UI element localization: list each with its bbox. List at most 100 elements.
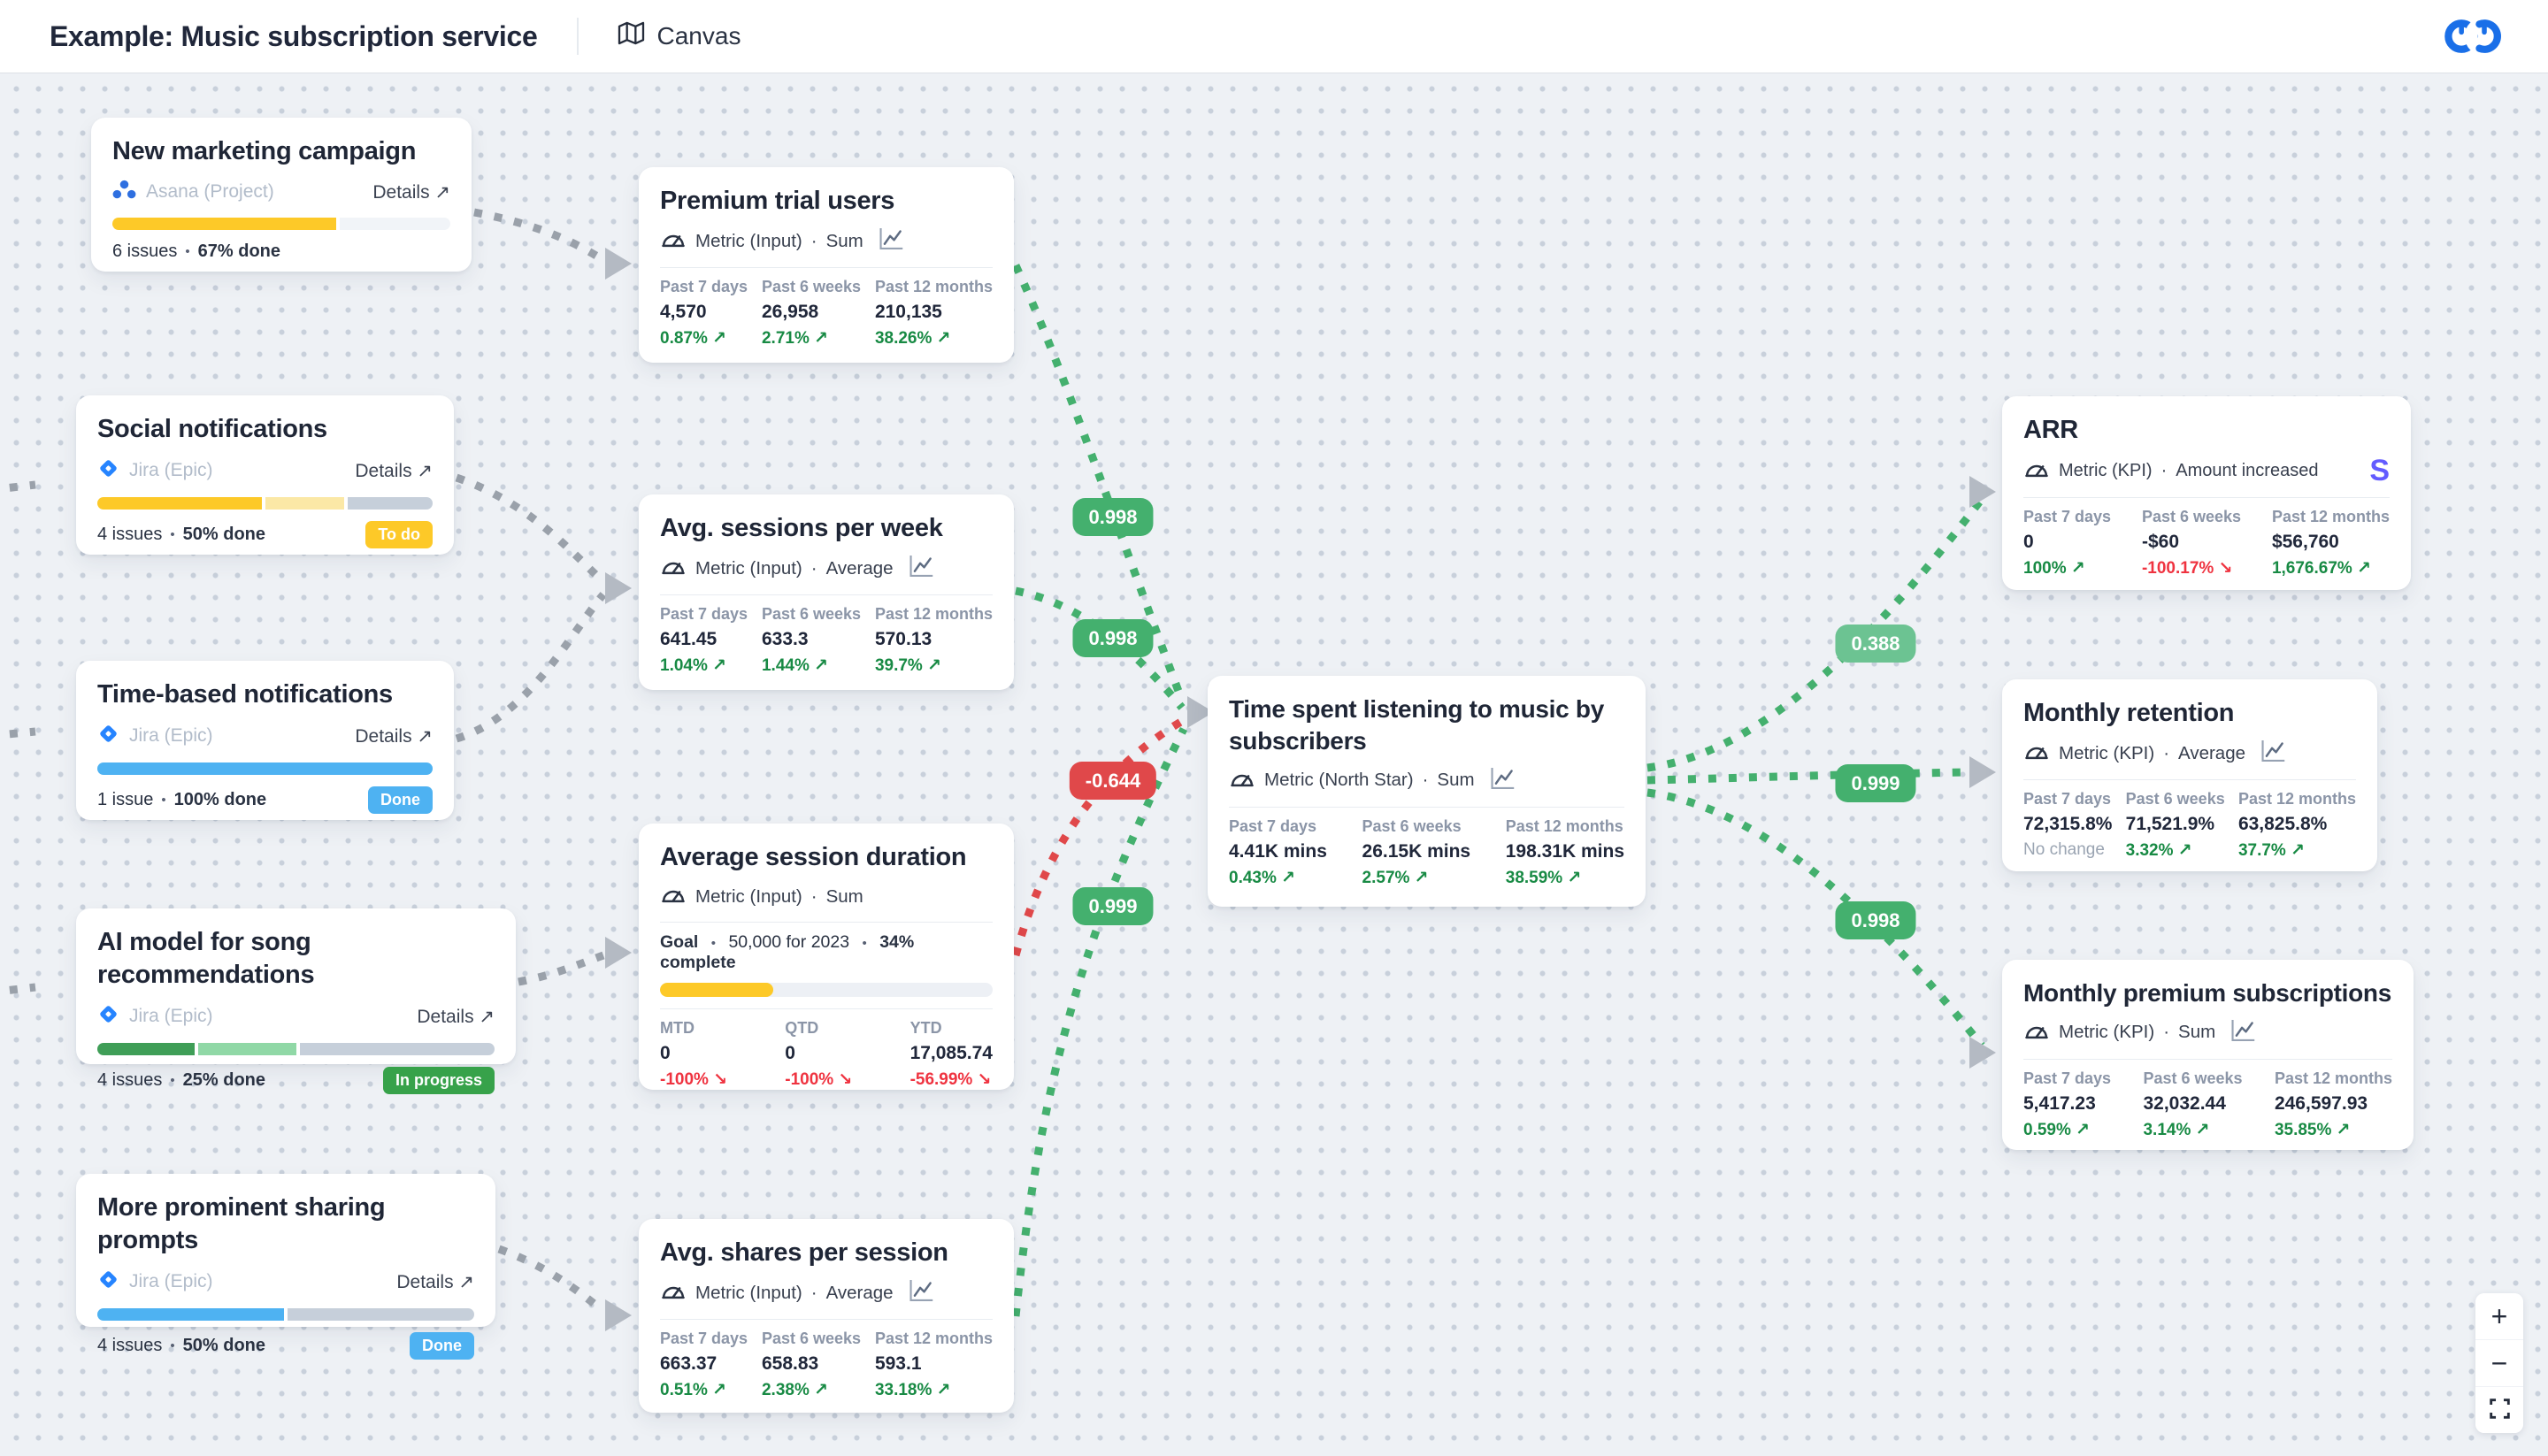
edge-stub-1 [0,480,36,494]
metric-card-premium-subs[interactable]: Monthly premium subscriptions Metric (KP… [2002,960,2414,1150]
separator-middot: · [810,1282,817,1303]
gauge-icon [2023,1019,2050,1046]
details-link[interactable]: Details ↗ [372,181,450,203]
metric-title: Monthly premium subscriptions [2023,979,2392,1007]
delta-up: 3.32% ↗ [2125,841,2192,861]
stat-column: Past 7 days 4.41K mins 0.43% ↗ [1229,816,1327,887]
metric-card-avg-shares[interactable]: Avg. shares per session Metric (Input) ·… [639,1219,1014,1413]
asana-icon [112,180,136,204]
page-title: Example: Music subscription service [50,19,538,52]
line-chart-icon[interactable] [2260,739,2286,768]
line-chart-icon[interactable] [2230,1018,2256,1047]
progress-bar [97,1308,474,1322]
fullscreen-button[interactable] [2475,1387,2523,1433]
metric-card-north-star[interactable]: Time spent listening to music by subscri… [1208,676,1646,907]
tab-canvas[interactable]: Canvas [618,21,741,51]
gauge-icon [660,883,687,910]
stat-column: QTD 0 -100% ↘ [785,1019,853,1090]
metric-card-avg-duration[interactable]: Average session duration Metric (Input) … [639,824,1014,1090]
stat-column: Past 7 days 4,570 0.87% ↗ [660,278,748,349]
edge-timebased-to-sessions [455,592,607,743]
zoom-out-button[interactable]: − [2475,1340,2523,1386]
zoom-in-button[interactable]: + [2475,1293,2523,1339]
correlation-label: -0.644 [1069,762,1157,800]
goal-progress-fill [660,983,773,998]
progress-segment [299,1043,495,1056]
work-item-card-aimodel[interactable]: AI model for song recommendations Jira (… [76,908,516,1095]
line-chart-icon[interactable] [908,554,934,583]
stat-column: Past 7 days 5,417.23 0.59% ↗ [2023,1069,2112,1139]
separator-dot: • [161,793,166,808]
metric-aggregation: Sum [825,230,863,251]
stat-column: YTD 17,085.74 -56.99% ↘ [909,1019,993,1090]
progress-bar [112,218,450,231]
metric-card-avg-sessions[interactable]: Avg. sessions per week Metric (Input) · … [639,494,1014,690]
stat-column: Past 7 days 641.45 1.04% ↗ [660,605,748,676]
percent-done: 25% done [182,1070,265,1091]
separator-middot: · [810,885,817,907]
delta-up: 0.87% ↗ [660,329,727,349]
delta-down: -100.17% ↘ [2141,559,2233,579]
divider [660,922,993,923]
stat-column: Past 7 days 72,315.8% No change [2023,790,2113,860]
details-link[interactable]: Details ↗ [417,1006,495,1027]
line-chart-icon[interactable] [908,1278,934,1307]
metric-card-premium-trial[interactable]: Premium trial users Metric (Input) · Sum… [639,167,1014,363]
metric-title: Average session duration [660,843,967,871]
work-item-title: More prominent sharing prompts [97,1193,386,1255]
divider [2023,1058,2392,1060]
doubleloop-logo[interactable] [2442,13,2506,59]
work-item-card-sharing[interactable]: More prominent sharing prompts Jira (Epi… [76,1174,495,1360]
edge-stub-3 [0,983,36,996]
jira-icon [97,1003,119,1030]
correlation-label: 0.999 [1072,887,1154,925]
doubleloop-logo-icon [2444,16,2505,57]
metric-aggregation: Sum [825,885,863,907]
issue-count: 6 issues [112,241,178,262]
divider [660,1319,993,1321]
stat-column: Past 12 months 593.1 33.18% ↗ [874,1330,993,1400]
stat-column: Past 12 months 198.31K mins 38.59% ↗ [1505,816,1624,887]
edge-northstar-to-retention [1646,768,1965,785]
stat-column: Past 7 days 663.37 0.51% ↗ [660,1330,748,1400]
metric-kind: Metric (Input) [695,557,802,579]
divider [660,594,993,596]
work-item-card-timebased[interactable]: Time-based notifications Jira (Epic) Det… [76,661,454,820]
delta-down: -56.99% ↘ [909,1070,992,1090]
metric-kind: Metric (KPI) [2059,742,2155,763]
source-label: Jira (Epic) [129,725,213,747]
line-chart-icon[interactable] [878,226,904,256]
tab-canvas-label: Canvas [656,22,741,50]
delta-up: 38.59% ↗ [1505,868,1582,887]
separator-middot: · [810,230,817,251]
details-link[interactable]: Details ↗ [355,460,433,481]
delta-up: 3.14% ↗ [2143,1120,2210,1139]
line-chart-icon[interactable] [1489,766,1516,795]
stat-column: Past 6 weeks 633.3 1.44% ↗ [761,605,862,676]
divider [2475,1386,2523,1387]
delta-up: 2.57% ↗ [1362,868,1429,887]
source-label: Jira (Epic) [129,1271,213,1292]
work-item-card-social[interactable]: Social notifications Jira (Epic) Details… [76,395,454,555]
issue-count: 4 issues [97,1070,163,1091]
metric-card-arr[interactable]: ARR Metric (KPI) · Amount increased S Pa… [2002,396,2411,590]
separator-middot: · [2163,742,2170,763]
status-badge: Done [410,1332,474,1360]
delta-down: -100% ↘ [785,1070,853,1090]
separator-middot: · [810,557,817,579]
details-link[interactable]: Details ↗ [396,1271,474,1292]
work-item-card-marketing[interactable]: New marketing campaign Asana (Project) D… [91,118,472,272]
delta-up: 2.38% ↗ [761,1381,829,1400]
delta-up: 38.26% ↗ [874,329,951,349]
delta-up: 1,676.67% ↗ [2271,559,2372,579]
metric-card-retention[interactable]: Monthly retention Metric (KPI) · Average… [2002,679,2377,871]
correlation-label: 0.998 [1835,901,1916,939]
percent-done: 50% done [182,1336,265,1356]
metric-title: Time spent listening to music by subscri… [1229,695,1604,755]
strategy-canvas[interactable]: 0.998 0.998 -0.644 0.999 0.388 0.999 0.9… [0,73,2548,1456]
stripe-icon: S [2369,454,2390,488]
progress-segment [97,1043,196,1056]
details-link[interactable]: Details ↗ [355,725,433,747]
delta-down: -100% ↘ [660,1070,728,1090]
work-item-title: Time-based notifications [97,680,393,709]
